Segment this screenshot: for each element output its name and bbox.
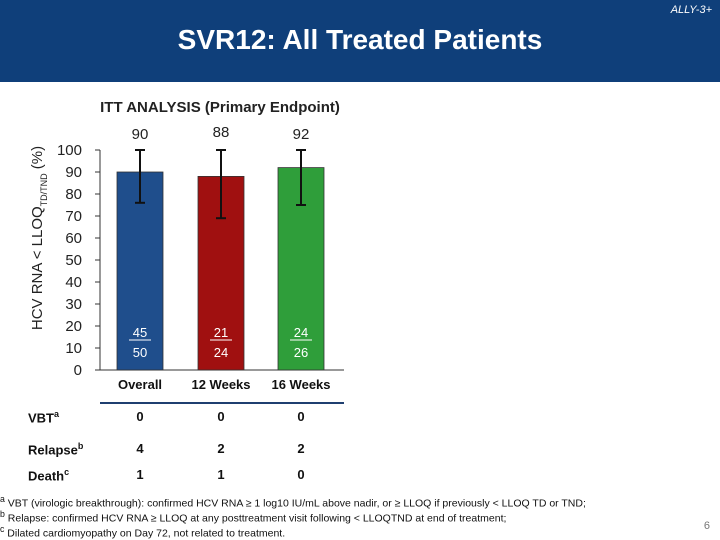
table-separator [100, 402, 344, 404]
y-tick-label: 60 [65, 230, 82, 247]
footnote-c: c Dilated cardiomyopathy on Day 72, not … [0, 524, 286, 540]
footnote-b: b Relapse: confirmed HCV RNA ≥ LLOQ at a… [0, 509, 507, 525]
value-label: 92 [293, 126, 310, 143]
y-tick-label: 50 [65, 252, 82, 269]
slide-title: SVR12: All Treated Patients [177, 24, 543, 55]
denominator-label: 50 [133, 345, 147, 360]
bar-overall [116, 171, 164, 371]
y-tick-label: 20 [65, 318, 82, 335]
table-cell: 0 [136, 409, 144, 424]
y-tick-label: 40 [65, 274, 82, 291]
table-cell: 0 [217, 409, 225, 424]
y-tick-label: 100 [57, 142, 82, 159]
table-cell: 2 [217, 441, 225, 456]
table-row-label: Deathc [28, 467, 70, 484]
numerator-label: 24 [294, 325, 308, 340]
y-tick-label: 10 [65, 340, 82, 357]
category-label: 16 Weeks [271, 377, 330, 392]
table-cell: 0 [297, 409, 305, 424]
table-row-label: VBTa [28, 409, 60, 426]
svr12-bar-chart: ITT ANALYSIS (Primary Endpoint) HCV RNA … [29, 99, 344, 392]
category-label: 12 Weeks [191, 377, 250, 392]
table-cell: 2 [297, 441, 305, 456]
title-banner: ALLY-3+ SVR12: All Treated Patients [0, 0, 720, 82]
y-axis-label: HCV RNA < LLOQTD/TND (%) [29, 146, 49, 330]
y-tick-label: 90 [65, 164, 82, 181]
value-label: 88 [213, 124, 230, 141]
denominator-label: 24 [214, 345, 228, 360]
y-tick-label: 0 [74, 362, 82, 379]
y-axis-title: HCV RNA < LLOQTD/TND (%) [29, 146, 49, 330]
table-cell: 1 [217, 467, 225, 482]
numerator-label: 45 [133, 325, 147, 340]
y-tick-label: 30 [65, 296, 82, 313]
table-cell: 4 [136, 441, 144, 456]
table-row-label: Relapseb [28, 441, 84, 458]
numerator-label: 21 [214, 325, 228, 340]
denominator-label: 26 [294, 345, 308, 360]
y-tick-label: 80 [65, 186, 82, 203]
study-label: ALLY-3+ [670, 4, 712, 16]
y-tick-label: 70 [65, 208, 82, 225]
page-number: 6 [703, 520, 710, 532]
chart-subtitle: ITT ANALYSIS (Primary Endpoint) [100, 99, 340, 116]
table-cell: 0 [297, 467, 305, 482]
table-cell: 1 [136, 467, 144, 482]
category-label: Overall [118, 377, 162, 392]
value-label: 90 [132, 126, 149, 143]
footnote-a: a VBT (virologic breakthrough): confirme… [0, 494, 586, 510]
